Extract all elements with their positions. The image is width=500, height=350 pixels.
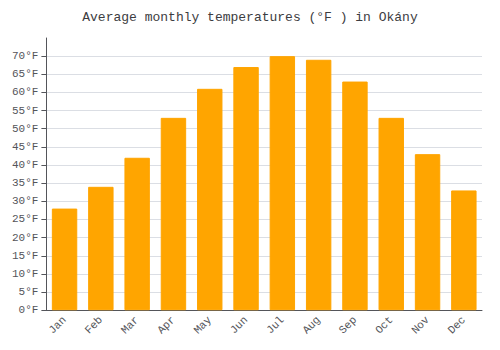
- svg-text:May: May: [192, 314, 215, 337]
- svg-text:50°F: 50°F: [12, 123, 38, 135]
- svg-text:25°F: 25°F: [12, 213, 38, 225]
- svg-text:15°F: 15°F: [12, 250, 38, 262]
- svg-text:Nov: Nov: [409, 314, 432, 337]
- svg-text:40°F: 40°F: [12, 159, 38, 171]
- svg-text:Average monthly temperatures (: Average monthly temperatures (°F ) in Ok…: [82, 10, 418, 25]
- svg-text:Dec: Dec: [446, 314, 468, 336]
- svg-text:Aug: Aug: [300, 314, 322, 336]
- svg-text:0°F: 0°F: [19, 304, 39, 316]
- svg-text:Sep: Sep: [337, 314, 359, 336]
- svg-text:Jun: Jun: [228, 314, 250, 336]
- svg-text:Feb: Feb: [83, 314, 105, 336]
- svg-text:60°F: 60°F: [12, 86, 38, 98]
- svg-text:55°F: 55°F: [12, 105, 38, 117]
- svg-text:65°F: 65°F: [12, 68, 38, 80]
- svg-text:5°F: 5°F: [19, 286, 39, 298]
- svg-text:Apr: Apr: [155, 314, 177, 336]
- svg-text:30°F: 30°F: [12, 195, 38, 207]
- svg-text:Mar: Mar: [119, 314, 141, 336]
- svg-text:20°F: 20°F: [12, 232, 38, 244]
- svg-text:Jan: Jan: [46, 314, 68, 336]
- svg-text:10°F: 10°F: [12, 268, 38, 280]
- svg-text:45°F: 45°F: [12, 141, 38, 153]
- svg-text:70°F: 70°F: [12, 50, 38, 62]
- svg-text:Oct: Oct: [373, 314, 395, 336]
- svg-text:Jul: Jul: [264, 314, 286, 336]
- svg-text:35°F: 35°F: [12, 177, 38, 189]
